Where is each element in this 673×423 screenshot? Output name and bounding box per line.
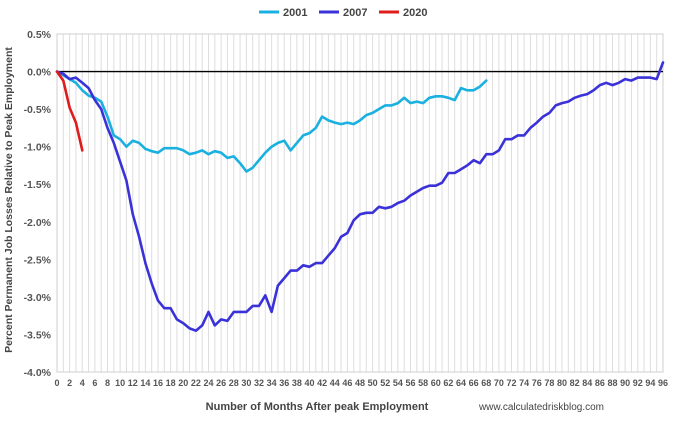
x-tick-label: 54	[393, 378, 403, 388]
x-tick-label: 18	[166, 378, 176, 388]
x-tick-label: 40	[304, 378, 314, 388]
x-axis-label: Number of Months After peak Employment	[206, 401, 429, 413]
x-tick-label: 46	[342, 378, 352, 388]
y-tick-label: -3.0%	[24, 292, 52, 304]
series-line-2020	[55, 70, 84, 152]
plot-border	[56, 33, 664, 373]
x-tick-label: 76	[532, 378, 542, 388]
x-tick-label: 0	[54, 378, 59, 388]
x-tick-label: 90	[620, 378, 630, 388]
x-tick-label: 58	[418, 378, 428, 388]
x-tick-label: 64	[456, 378, 466, 388]
x-tick-label: 14	[140, 378, 150, 388]
y-tick-label: -2.5%	[24, 254, 52, 266]
y-tick-label: -4.0%	[24, 367, 52, 379]
x-tick-label: 84	[582, 378, 592, 388]
y-tick-label: -0.5%	[24, 104, 52, 116]
series-line-2007	[55, 61, 665, 333]
axis-layer: 0.5% 0.0% -0.5% -1.0% -1.5% -2.0% -2.5% -3.0% -3…	[24, 29, 668, 388]
x-tick-label: 52	[380, 378, 390, 388]
x-tick-label: 32	[254, 378, 264, 388]
x-tick-label: 42	[317, 378, 327, 388]
x-tick-label: 34	[267, 378, 277, 388]
x-tick-label: 50	[368, 378, 378, 388]
x-tick-label: 88	[607, 378, 617, 388]
grid-layer	[56, 33, 664, 373]
y-tick-label: -1.0%	[24, 142, 52, 154]
legend: 2001 2007 2020	[259, 7, 427, 19]
y-tick-label: -2.0%	[24, 217, 52, 229]
x-tick-label: 68	[481, 378, 491, 388]
x-tick-label: 72	[506, 378, 516, 388]
x-tick-label: 20	[178, 378, 188, 388]
x-tick-label: 86	[595, 378, 605, 388]
x-tick-label: 66	[469, 378, 479, 388]
x-tick-label: 22	[191, 378, 201, 388]
x-tick-label: 4	[80, 378, 85, 388]
x-tick-label: 96	[658, 378, 668, 388]
y-tick-label: -1.5%	[24, 179, 52, 191]
series-layer	[55, 61, 665, 333]
y-tick-label: 0.5%	[27, 29, 52, 41]
y-axis-label: Percent Permanent Job Losses Relative to…	[3, 47, 15, 353]
x-tick-label: 16	[153, 378, 163, 388]
x-tick-label: 56	[405, 378, 415, 388]
x-tick-label: 78	[544, 378, 554, 388]
x-tick-label: 44	[330, 378, 340, 388]
x-tick-label: 48	[355, 378, 365, 388]
legend-label-2001: 2001	[283, 7, 307, 19]
legend-label-2020: 2020	[403, 7, 427, 19]
y-tick-label: -3.5%	[24, 329, 52, 341]
x-tick-label: 94	[645, 378, 655, 388]
x-tick-label: 36	[279, 378, 289, 388]
x-tick-label: 10	[115, 378, 125, 388]
x-tick-label: 6	[92, 378, 97, 388]
x-tick-label: 30	[241, 378, 251, 388]
x-tick-label: 74	[519, 378, 529, 388]
x-tick-label: 60	[431, 378, 441, 388]
x-tick-label: 70	[494, 378, 504, 388]
x-tick-label: 92	[633, 378, 643, 388]
x-tick-label: 24	[203, 378, 213, 388]
x-tick-label: 28	[229, 378, 239, 388]
series-line-2001	[55, 70, 488, 173]
legend-label-2007: 2007	[343, 7, 367, 19]
x-tick-label: 8	[105, 378, 110, 388]
x-tick-label: 12	[128, 378, 138, 388]
x-tick-label: 38	[292, 378, 302, 388]
source-credit: www.calculatedriskblog.com	[478, 402, 604, 413]
x-tick-label: 82	[570, 378, 580, 388]
x-tick-label: 80	[557, 378, 567, 388]
y-tick-label: 0.0%	[27, 67, 52, 79]
x-tick-label: 26	[216, 378, 226, 388]
x-tick-label: 62	[443, 378, 453, 388]
x-tick-label: 2	[67, 378, 72, 388]
